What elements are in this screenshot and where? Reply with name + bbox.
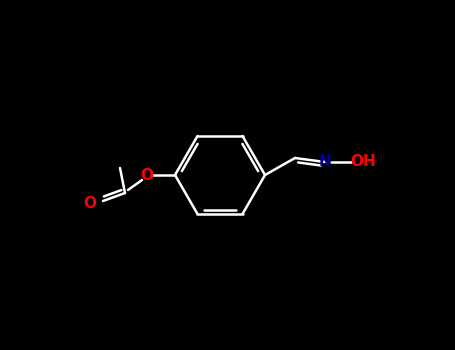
Text: O: O <box>141 168 153 182</box>
Text: OH: OH <box>350 154 376 169</box>
Text: O: O <box>83 196 96 210</box>
Text: N: N <box>318 154 331 169</box>
